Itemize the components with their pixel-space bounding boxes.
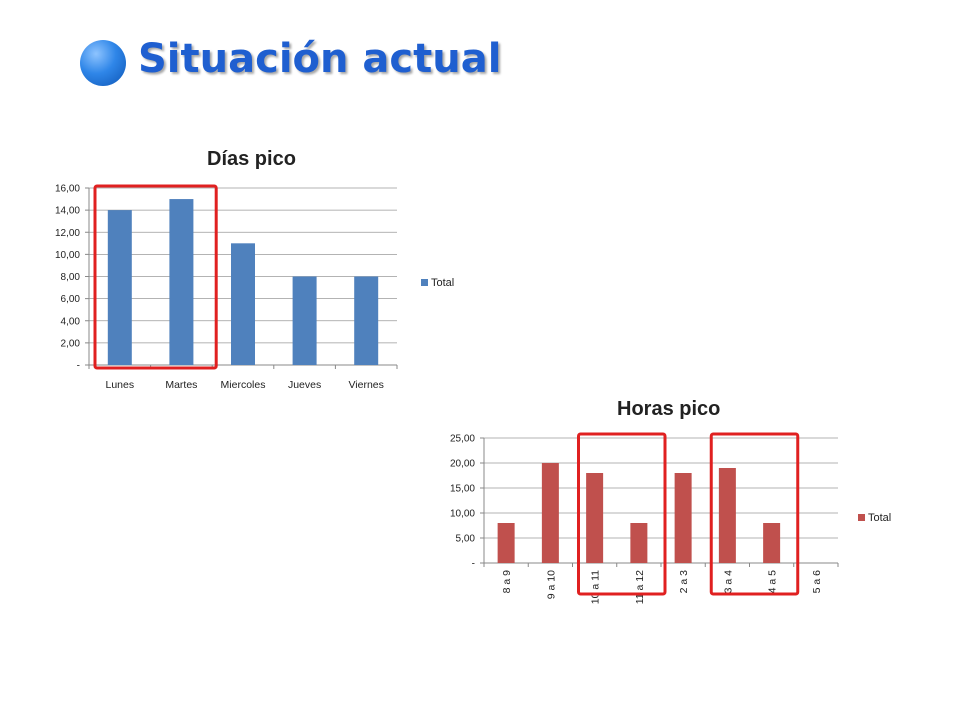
days-category-label: Martes (165, 379, 197, 391)
days-category-label: Lunes (105, 379, 134, 391)
days-y-tick-label: 6,00 (61, 294, 81, 305)
days-y-tick-label: 4,00 (61, 316, 81, 327)
days-y-tick-label: 2,00 (61, 338, 81, 349)
hours-y-tick-label: 20,00 (450, 459, 475, 470)
days-bar (292, 276, 317, 365)
hours-legend-label: Total (868, 512, 891, 524)
hours-bar (718, 468, 736, 563)
hours-category-label: 11 a 12 (634, 570, 646, 604)
hours-category-label: 3 a 4 (722, 570, 734, 594)
hours-legend-swatch (858, 514, 865, 521)
hours-bar (763, 523, 781, 563)
hours-category-label: 9 a 10 (545, 570, 557, 599)
hours-category-label: 4 a 5 (767, 570, 779, 594)
blue-bullet-icon (80, 40, 126, 86)
hours-bar (674, 473, 692, 563)
hours-category-label: 8 a 9 (501, 570, 513, 594)
days-y-tick-label: - (77, 361, 80, 372)
days-legend-swatch (421, 279, 428, 286)
hours-y-tick-label: 10,00 (450, 509, 475, 520)
days-y-tick-label: 12,00 (55, 228, 80, 239)
days-y-tick-label: 8,00 (61, 272, 81, 283)
hours-y-tick-label: 5,00 (456, 534, 476, 545)
hours-chart-title: Horas pico (617, 398, 721, 420)
days-y-tick-label: 16,00 (55, 184, 80, 195)
days-category-label: Viernes (348, 379, 383, 391)
hours-category-label: 10 a 11 (590, 570, 602, 604)
hours-category-label: 5 a 6 (811, 570, 823, 594)
days-legend-label: Total (431, 277, 454, 289)
hours-bar (586, 473, 604, 563)
days-bar (354, 276, 379, 365)
hours-highlight-box (577, 432, 667, 596)
days-category-label: Jueves (288, 379, 321, 391)
hours-bar (541, 463, 559, 563)
hours-bar (630, 523, 648, 563)
hours-category-label: 2 a 3 (678, 570, 690, 594)
hours-highlight-box (709, 432, 800, 596)
slide-title: Situación actual (138, 36, 502, 82)
days-bar (107, 210, 132, 365)
days-chart-title: Días pico (207, 148, 296, 170)
days-bar (169, 199, 194, 365)
days-y-tick-label: 10,00 (55, 250, 80, 261)
days-y-tick-label: 14,00 (55, 206, 80, 217)
hours-y-tick-label: - (472, 559, 475, 570)
hours-y-tick-label: 25,00 (450, 434, 475, 445)
hours-bar (497, 523, 515, 563)
hours-y-tick-label: 15,00 (450, 484, 475, 495)
days-category-label: Miercoles (221, 379, 266, 391)
days-bar (231, 243, 255, 365)
days-highlight-box (93, 184, 218, 370)
